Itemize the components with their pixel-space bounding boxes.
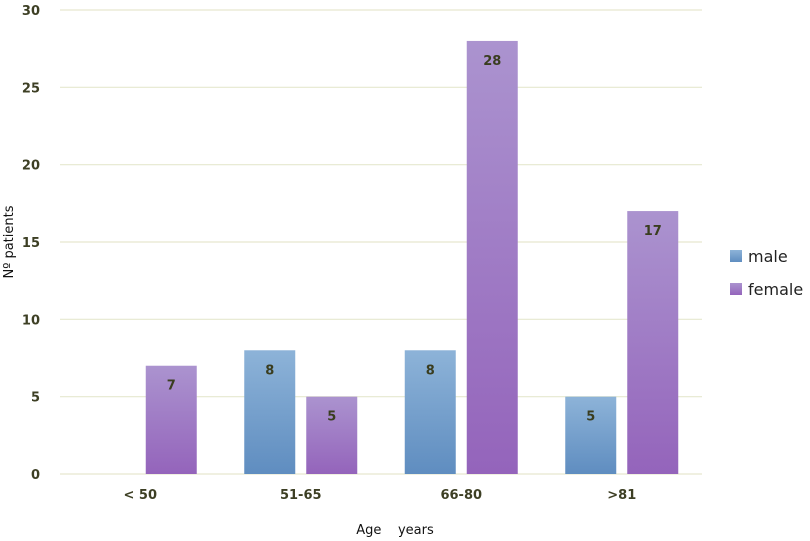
data-label-female-2: 28 — [483, 54, 501, 69]
bars: 7 8 5 8 28 5 17 — [145, 40, 679, 475]
x-tick-label: 66-80 — [440, 488, 482, 503]
legend-label-male: male — [748, 247, 788, 266]
bar-male-2 — [404, 350, 456, 474]
data-label-female-3: 17 — [644, 224, 662, 239]
data-label-male-2: 8 — [426, 363, 435, 378]
data-label-female-1: 5 — [327, 410, 336, 425]
y-axis-label: Nº patients — [2, 205, 17, 278]
y-tick-label: 10 — [22, 313, 40, 328]
y-tick-label: 0 — [31, 468, 40, 483]
bar-male-3 — [565, 396, 617, 474]
y-tick-label: 20 — [22, 159, 40, 174]
y-tick-label: 15 — [22, 236, 40, 251]
x-tick-label: >81 — [607, 488, 636, 503]
y-axis-ticks: 0 5 10 15 20 25 30 — [22, 4, 40, 483]
data-label-female-0: 7 — [167, 379, 176, 394]
bar-female-0 — [145, 365, 197, 474]
legend-label-female: female — [748, 280, 803, 299]
y-tick-label: 25 — [22, 81, 40, 96]
y-tick-label: 5 — [31, 391, 40, 406]
data-label-male-3: 5 — [586, 410, 595, 425]
bar-male-1 — [244, 350, 296, 474]
bar-female-2 — [466, 40, 518, 474]
legend-swatch-female — [730, 283, 742, 295]
bar-female-3 — [627, 211, 679, 475]
bar-female-1 — [306, 396, 358, 474]
x-axis-label: Age years — [356, 523, 434, 538]
x-axis-ticks: < 50 51-65 66-80 >81 — [123, 488, 636, 503]
data-label-male-1: 8 — [265, 363, 274, 378]
legend: male female — [730, 247, 803, 299]
x-tick-label: < 50 — [123, 488, 157, 503]
x-tick-label: 51-65 — [280, 488, 322, 503]
y-tick-label: 30 — [22, 4, 40, 19]
legend-swatch-male — [730, 250, 742, 262]
